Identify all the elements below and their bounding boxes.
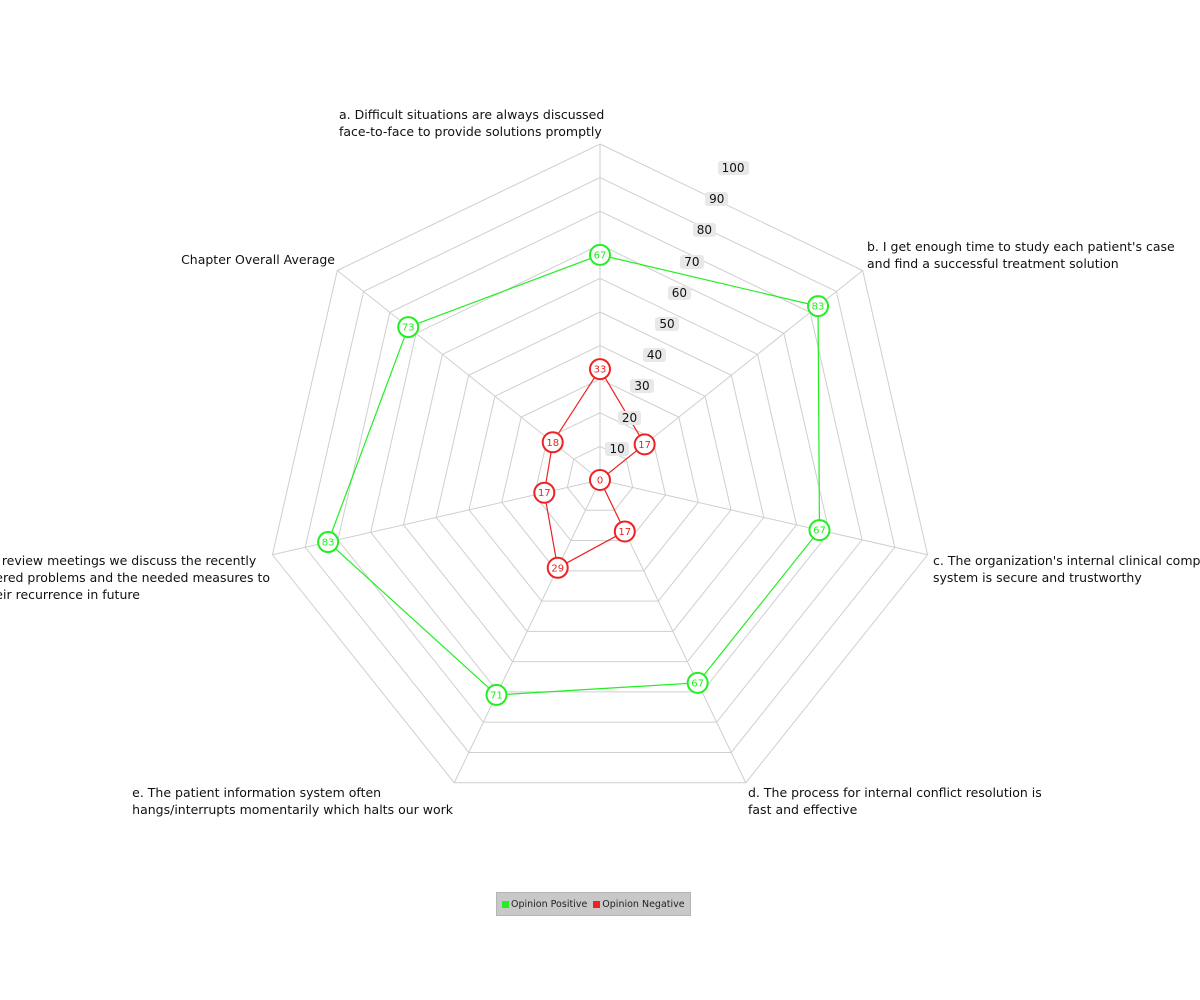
- axis-label-b-line-2: and find a successful treatment solution: [867, 256, 1119, 271]
- marker-opinion-positive-avg[interactable]: [397, 316, 420, 339]
- point-opinion-positive-a[interactable]: 67: [589, 243, 611, 266]
- axis-label-b-line-1: b. I get enough time to study each patie…: [867, 239, 1175, 254]
- marker-opinion-negative-a[interactable]: [589, 358, 611, 381]
- tick-label-60: 60: [667, 285, 692, 300]
- axis-label-d-line-2: fast and effective: [748, 802, 858, 817]
- axis-label-e: e. The patient information system often h…: [132, 784, 453, 818]
- marker-opinion-negative-e[interactable]: [546, 556, 569, 579]
- point-opinion-negative-e[interactable]: 29: [546, 556, 569, 579]
- point-opinion-positive-e[interactable]: 71: [485, 683, 508, 706]
- axis-label-avg-line-1: Chapter Overall Average: [181, 252, 335, 267]
- axis-label-e-line-1: e. The patient information system often: [132, 785, 382, 800]
- grid-ring-50: [435, 311, 765, 632]
- point-opinion-positive-f[interactable]: 83: [317, 531, 340, 554]
- legend-item-negative: Opinion Negative: [593, 898, 685, 910]
- tick-label-70: 70: [680, 254, 704, 269]
- tick-label-20: 20: [617, 410, 642, 425]
- data-label-opinion-negative-avg: 18: [546, 438, 559, 449]
- marker-opinion-negative-avg[interactable]: [541, 431, 564, 454]
- legend-label-positive: Opinion Positive: [511, 898, 588, 910]
- marker-opinion-negative-f[interactable]: [533, 481, 556, 504]
- data-label-opinion-positive-c: 67: [813, 526, 826, 537]
- chart-legend: Opinion Positive Opinion Negative: [496, 892, 691, 916]
- tick-label-40: 40: [642, 348, 667, 363]
- series-line-opinion-positive: [327, 254, 821, 696]
- marker-opinion-positive-e[interactable]: [485, 683, 508, 706]
- marker-opinion-negative-b[interactable]: [633, 433, 656, 456]
- tick-label-100: 100: [717, 160, 749, 175]
- point-opinion-negative-d[interactable]: 17: [613, 520, 636, 543]
- axis-label-a: a. Difficult situations are always discu…: [339, 106, 604, 140]
- point-opinion-negative-a[interactable]: 33: [589, 358, 611, 381]
- point-opinion-negative-avg[interactable]: 18: [541, 431, 564, 454]
- axis-label-avg: Chapter Overall Average: [181, 251, 335, 268]
- spoke-c: [599, 479, 928, 556]
- radar-grid: [271, 143, 929, 784]
- grid-ring-100: [271, 143, 929, 784]
- data-label-opinion-negative-d: 17: [618, 527, 631, 538]
- point-opinion-negative-c[interactable]: 0: [589, 469, 611, 491]
- tick-label-90: 90: [705, 192, 729, 207]
- grid-ring-10: [566, 445, 634, 511]
- axis-label-c: c. The organization's internal clinical …: [933, 552, 1200, 586]
- data-label-opinion-negative-c: 0: [597, 476, 603, 487]
- marker-opinion-positive-b[interactable]: [807, 295, 830, 318]
- grid-ring-60: [402, 277, 798, 663]
- tick-label-10: 10: [605, 441, 629, 456]
- data-label-opinion-negative-a: 33: [594, 365, 607, 376]
- grid-ring-30: [501, 378, 699, 572]
- data-label-opinion-positive-e: 71: [490, 690, 503, 701]
- legend-label-negative: Opinion Negative: [602, 898, 685, 910]
- marker-opinion-positive-c[interactable]: [808, 519, 831, 542]
- spoke-e: [453, 479, 601, 783]
- axis-label-b: b. I get enough time to study each patie…: [867, 238, 1175, 272]
- point-opinion-positive-c[interactable]: 67: [808, 519, 831, 542]
- tick-label-50: 50: [655, 316, 679, 331]
- axis-label-d-line-1: d. The process for internal conflict res…: [748, 785, 1042, 800]
- axis-label-f: f. During review meetings we discuss the…: [0, 552, 270, 603]
- data-label-opinion-negative-b: 17: [638, 440, 651, 451]
- marker-opinion-negative-c[interactable]: [589, 469, 611, 491]
- point-opinion-positive-b[interactable]: 83: [807, 295, 830, 318]
- axis-label-e-line-2: hangs/interrupts momentarily which halts…: [132, 802, 453, 817]
- legend-swatch-negative: [593, 900, 601, 908]
- data-label-opinion-positive-a: 67: [594, 250, 607, 261]
- legend-swatch-positive: [502, 900, 509, 908]
- data-label-opinion-positive-f: 83: [322, 538, 335, 549]
- marker-opinion-negative-d[interactable]: [613, 520, 636, 543]
- point-opinion-positive-avg[interactable]: 73: [397, 316, 420, 339]
- axis-label-f-line-3: avoid their recurrence in future: [0, 587, 140, 602]
- grid-ring-70: [370, 244, 830, 693]
- axis-label-c-line-2: system is secure and trustworthy: [933, 570, 1142, 585]
- axis-label-d: d. The process for internal conflict res…: [748, 784, 1042, 818]
- axis-label-a-line-1: a. Difficult situations are always discu…: [339, 107, 605, 122]
- axis-label-f-line-1: f. During review meetings we discuss the…: [0, 553, 257, 568]
- data-label-opinion-negative-f: 17: [538, 488, 551, 499]
- axis-label-a-line-2: face-to-face to provide solutions prompt…: [339, 124, 602, 139]
- point-opinion-positive-d[interactable]: 67: [686, 671, 709, 694]
- marker-opinion-positive-d[interactable]: [686, 671, 709, 694]
- grid-ring-40: [468, 345, 732, 602]
- marker-opinion-positive-a[interactable]: [589, 243, 611, 266]
- radar-series: 67 83 67 67 71 83 73 33 17 0 17 29 17 18: [317, 243, 831, 706]
- data-label-opinion-negative-e: 29: [551, 563, 564, 574]
- marker-opinion-positive-f[interactable]: [317, 531, 340, 554]
- data-label-opinion-positive-d: 67: [691, 678, 704, 689]
- axis-label-c-line-1: c. The organization's internal clinical …: [933, 553, 1200, 568]
- point-opinion-negative-b[interactable]: 17: [633, 433, 656, 456]
- data-label-opinion-positive-b: 83: [812, 302, 825, 313]
- axis-label-f-line-2: encountered problems and the needed meas…: [0, 570, 270, 585]
- data-label-opinion-positive-avg: 73: [402, 323, 415, 334]
- tick-label-30: 30: [630, 379, 654, 394]
- grid-ring-90: [304, 177, 896, 753]
- tick-label-80: 80: [692, 223, 716, 238]
- legend-item-positive: Opinion Positive: [502, 899, 587, 910]
- point-opinion-negative-f[interactable]: 17: [533, 481, 556, 504]
